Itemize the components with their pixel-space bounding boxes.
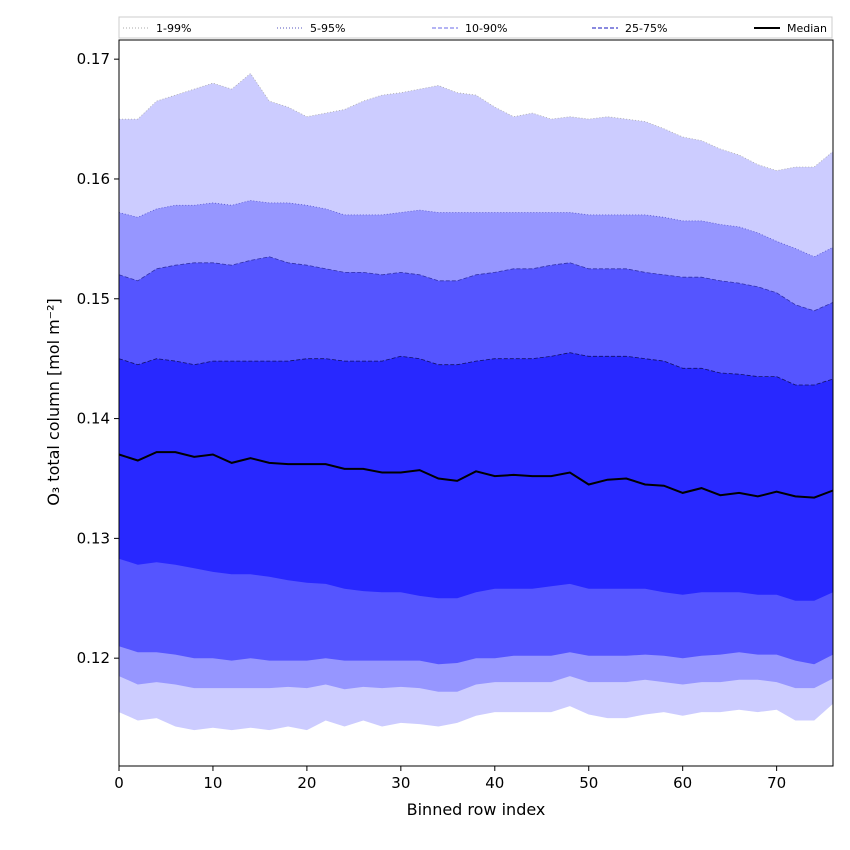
x-tick-label: 0: [114, 774, 124, 792]
x-tick-label: 20: [297, 774, 316, 792]
median-line-group: [118, 451, 834, 499]
legend-label: 25-75%: [625, 22, 667, 35]
x-tick-label: 50: [579, 774, 598, 792]
y-tick-label: 0.15: [77, 290, 110, 308]
legend-box: [118, 16, 833, 39]
median-line: [118, 451, 834, 499]
y-tick-label: 0.13: [77, 529, 110, 547]
y-tick-label: 0.17: [77, 50, 110, 68]
legend-label: 10-90%: [465, 22, 507, 35]
x-tick-label: 40: [485, 774, 504, 792]
y-axis-ticks: 0.12 0.13 0.14 0.15 0.16 0.17: [77, 50, 119, 667]
x-tick-label: 60: [673, 774, 692, 792]
band-upper-line-10-90pct: [118, 256, 834, 312]
y-axis-label: O₃ total column [mol m⁻²]: [44, 298, 63, 506]
legend: 1-99% 5-95% 10-90% 25-75% Median: [118, 16, 833, 39]
x-tick-label: 10: [203, 774, 222, 792]
plot-frame: [118, 39, 834, 767]
y-tick-label: 0.12: [77, 649, 110, 667]
legend-label: 1-99%: [156, 22, 191, 35]
legend-label: 5-95%: [310, 22, 345, 35]
x-tick-label: 70: [767, 774, 786, 792]
y-tick-label: 0.16: [77, 170, 110, 188]
legend-label: Median: [787, 22, 827, 35]
percentile-bands: [118, 72, 834, 731]
y-tick-label: 0.14: [77, 410, 110, 428]
x-axis-ticks: 0 10 20 30 40 50 60 70: [114, 766, 786, 792]
band-upper-line-25-75pct: [118, 352, 834, 386]
band-25-75pct: [119, 352, 833, 601]
x-axis-label: Binned row index: [407, 800, 546, 819]
x-tick-label: 30: [391, 774, 410, 792]
